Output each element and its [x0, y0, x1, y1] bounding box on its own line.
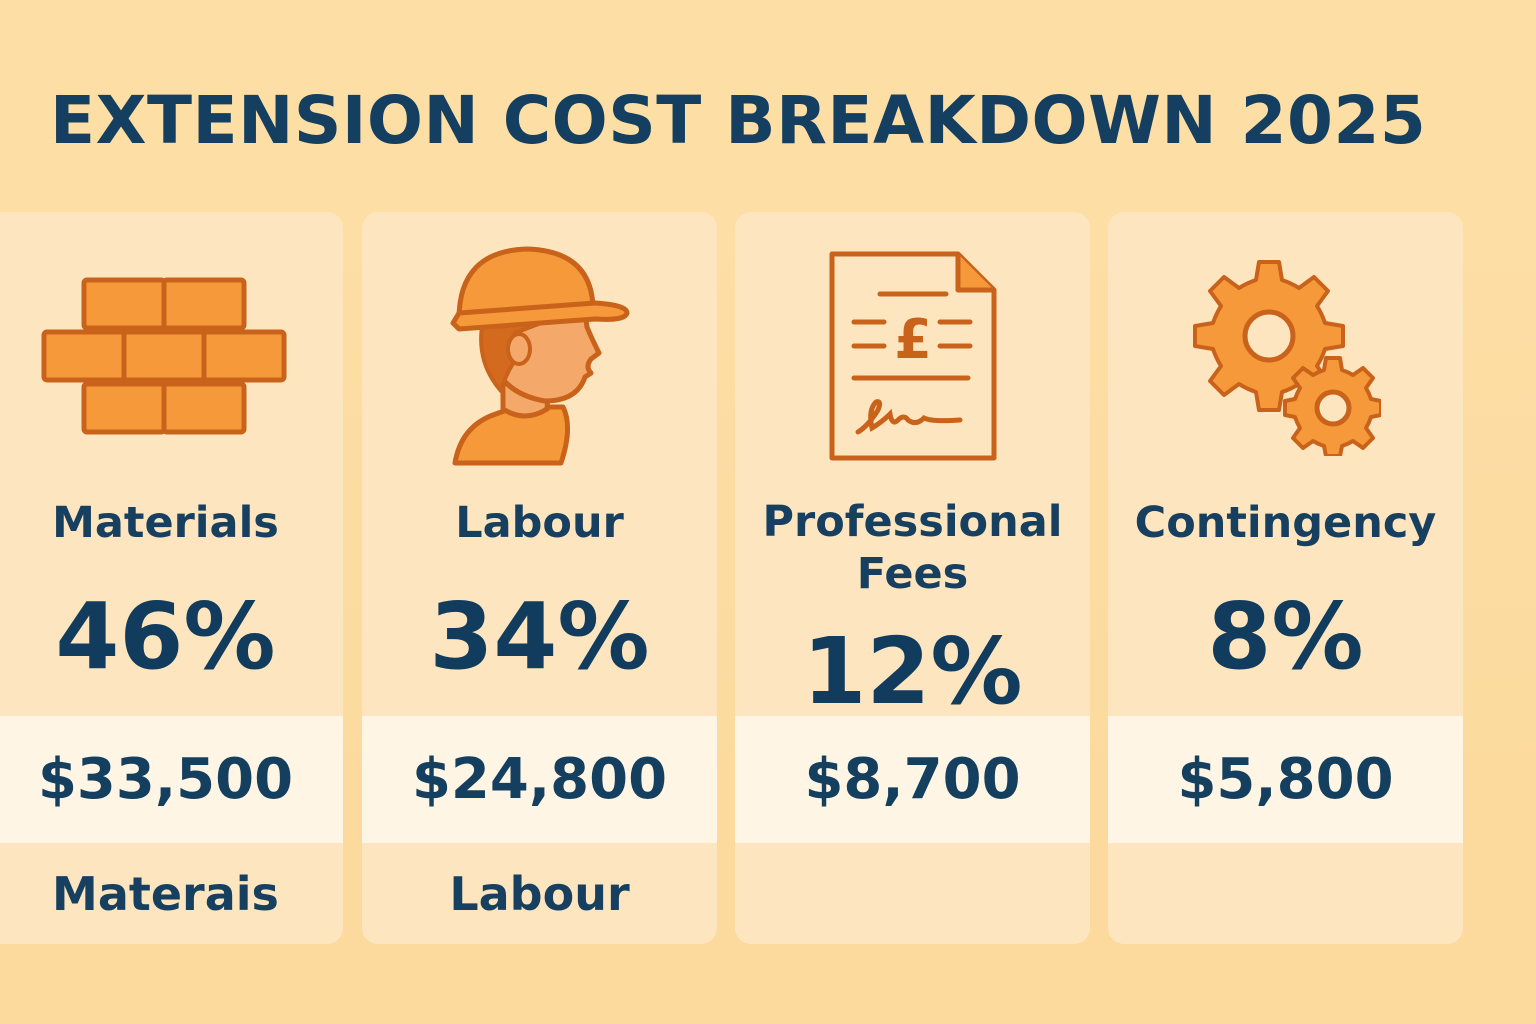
amount-band: [0, 716, 343, 843]
category-label-line1: Professional: [762, 497, 1063, 547]
worker-hardhat-icon: [362, 240, 717, 472]
amount-value: $24,800: [411, 747, 668, 812]
footer-label: Labour: [449, 867, 630, 921]
amount-band: [1108, 716, 1463, 843]
category-label: Materials: [52, 498, 279, 548]
percentage-value: 46%: [55, 583, 276, 690]
amount-band: [735, 716, 1090, 843]
percentage-value: 34%: [429, 583, 650, 690]
category-label: Professional Fees: [735, 496, 1090, 600]
category-label-line2: Fees: [856, 549, 969, 599]
percentage-value: 8%: [1207, 583, 1364, 690]
cost-card-professional-fees: £ Professional Fees 12% $8,700: [735, 212, 1090, 944]
brick-wall-icon: [0, 240, 343, 472]
footer-label: Materais: [52, 867, 279, 921]
amount-value: $5,800: [1177, 747, 1394, 812]
amount-band: [362, 716, 717, 843]
cost-card-contingency: Contingency 8% $5,800: [1108, 212, 1463, 944]
gears-icon: [1108, 240, 1463, 472]
cost-card-materials: Materials 46% $33,500 Materais: [0, 212, 343, 944]
category-label: Contingency: [1134, 498, 1437, 548]
cost-card-labour: Labour 34% $24,800 Labour: [362, 212, 717, 944]
page-title: EXTENSION COST BREAKDOWN 2025: [50, 82, 1427, 159]
amount-value: $8,700: [804, 747, 1021, 812]
pound-sign-glyph: £: [894, 308, 932, 371]
percentage-value: 12%: [802, 618, 1023, 725]
category-label: Labour: [455, 498, 624, 548]
amount-value: $33,500: [37, 747, 294, 812]
invoice-document-icon: £: [735, 240, 1090, 472]
